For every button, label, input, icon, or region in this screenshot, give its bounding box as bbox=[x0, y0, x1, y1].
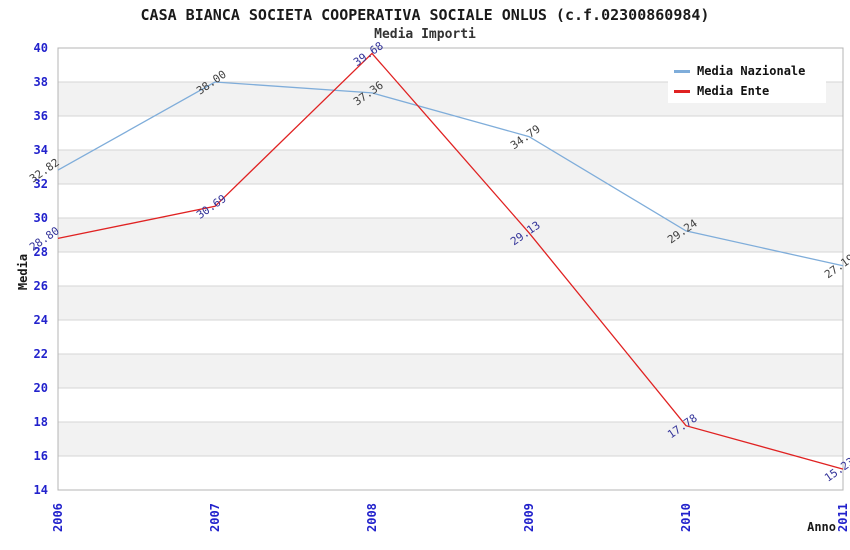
plot-band bbox=[58, 354, 843, 388]
data-point-label: 34.79 bbox=[508, 122, 543, 152]
y-tick-label: 20 bbox=[34, 381, 48, 395]
y-tick-label: 30 bbox=[34, 211, 48, 225]
legend-item-media-ente: Media Ente bbox=[674, 83, 820, 99]
y-tick-label: 14 bbox=[34, 483, 48, 497]
x-axis-title: Anno bbox=[807, 520, 836, 534]
x-tick-label: 2009 bbox=[522, 503, 536, 532]
chart-legend: Media Nazionale Media Ente bbox=[668, 59, 826, 103]
data-point-label: 15.23 bbox=[822, 455, 850, 485]
plot-border bbox=[57, 47, 844, 491]
legend-item-media-nazionale: Media Nazionale bbox=[674, 63, 820, 79]
y-tick-label: 40 bbox=[34, 41, 48, 55]
y-tick-label: 36 bbox=[34, 109, 48, 123]
y-tick-label: 38 bbox=[34, 75, 48, 89]
series-line-media-nazionale bbox=[57, 81, 844, 267]
x-tick-label: 2010 bbox=[679, 503, 693, 532]
legend-swatch-icon bbox=[674, 89, 690, 93]
data-point-label: 30.69 bbox=[194, 192, 229, 222]
data-point-label: 39.68 bbox=[351, 39, 386, 69]
plot-band bbox=[58, 150, 843, 184]
x-tick-label: 2007 bbox=[208, 503, 222, 532]
data-point-label: 27.19 bbox=[822, 252, 850, 282]
y-tick-label: 24 bbox=[34, 313, 48, 327]
chart-title: CASA BIANCA SOCIETA COOPERATIVA SOCIALE … bbox=[140, 6, 710, 24]
y-tick-label: 34 bbox=[34, 143, 48, 157]
y-axis-title: Media bbox=[16, 254, 30, 290]
y-tick-label: 32 bbox=[34, 177, 48, 191]
y-tick-label: 16 bbox=[34, 449, 48, 463]
y-tick-label: 28 bbox=[34, 245, 48, 259]
legend-label: Media Ente bbox=[697, 84, 770, 98]
x-tick-label: 2006 bbox=[51, 503, 65, 532]
legend-label: Media Nazionale bbox=[697, 64, 806, 78]
y-tick-label: 22 bbox=[34, 347, 48, 361]
y-tick-label: 18 bbox=[34, 415, 48, 429]
chart-subtitle: Media Importi bbox=[374, 27, 476, 42]
plot-band bbox=[58, 422, 843, 456]
plot-band bbox=[58, 286, 843, 320]
plot-band bbox=[58, 218, 843, 252]
x-tick-label: 2011 bbox=[836, 503, 850, 532]
x-tick-label: 2008 bbox=[365, 503, 379, 532]
series-line-media-ente bbox=[57, 52, 844, 470]
legend-swatch-icon bbox=[674, 69, 690, 73]
y-tick-label: 26 bbox=[34, 279, 48, 293]
